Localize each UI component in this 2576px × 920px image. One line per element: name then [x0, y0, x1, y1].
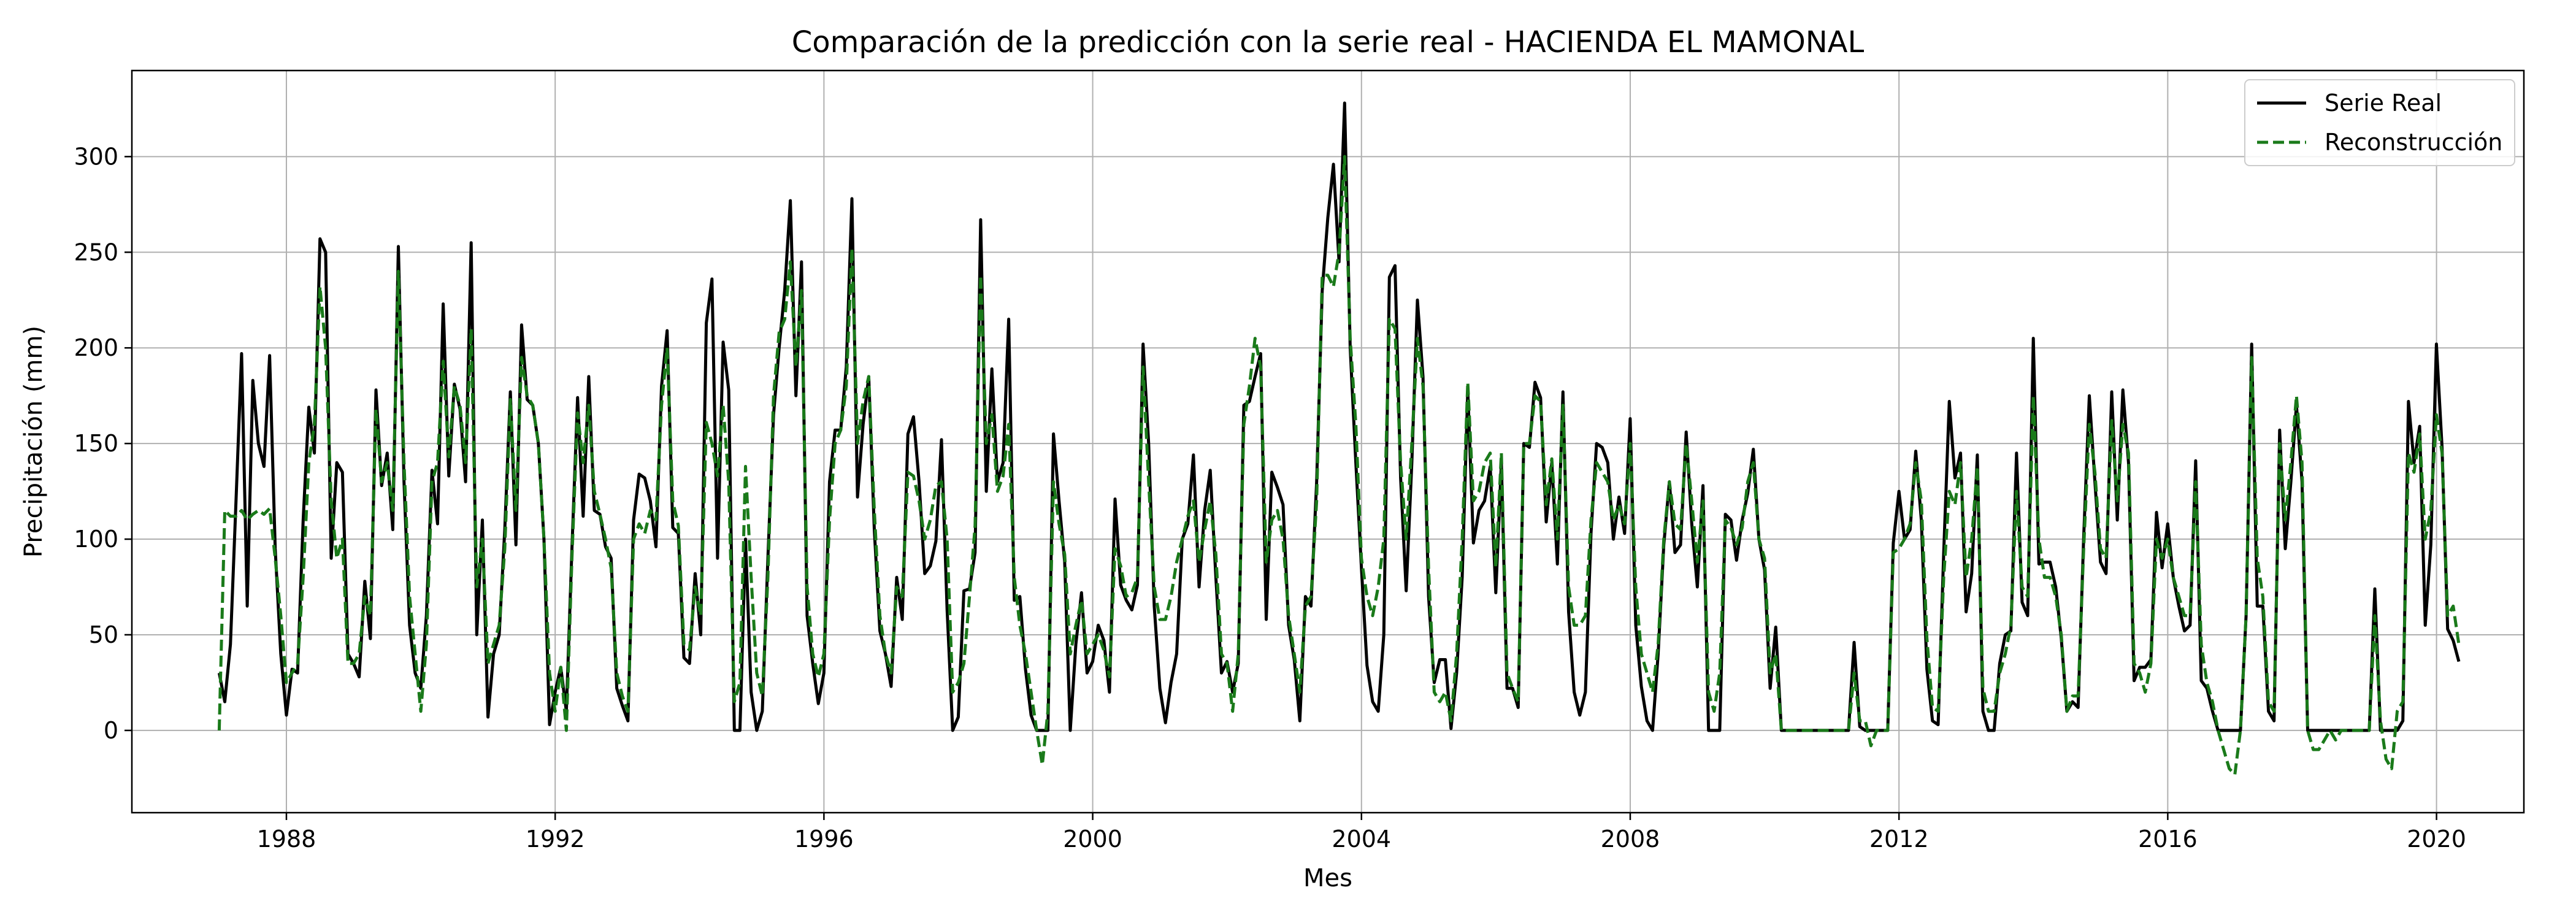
x-tick-label: 1992: [526, 826, 585, 853]
x-tick-label: 2004: [1332, 826, 1391, 853]
x-tick-label: 1996: [794, 826, 854, 853]
chart-title: Comparación de la predicción con la seri…: [792, 25, 1865, 59]
y-tick-label: 200: [74, 334, 118, 361]
series-lines: [217, 101, 2461, 776]
legend-label-serie-real: Serie Real: [2325, 90, 2442, 117]
y-tick-label: 100: [74, 526, 118, 553]
plot-frame: [131, 69, 2525, 814]
legend: Serie Real Reconstrucción: [2244, 79, 2515, 166]
y-tick-label: 250: [74, 239, 118, 266]
x-axis-title: Mes: [1303, 864, 1352, 892]
legend-box: [2244, 79, 2515, 166]
y-tick-label: 50: [89, 621, 118, 648]
axis-ticks: 1988 1992 1996 2000 2004 2008 2012 2016 2020 0 50 1…: [74, 143, 2466, 853]
y-tick-label: 150: [74, 430, 118, 457]
x-tick-label: 1988: [257, 826, 316, 853]
series-line-reconstruccion: [217, 155, 2461, 776]
y-tick-label: 300: [74, 143, 118, 170]
x-tick-label: 2000: [1063, 826, 1122, 853]
grid-lines: [132, 71, 2524, 813]
x-tick-label: 2008: [1601, 826, 1660, 853]
x-tick-label: 2016: [2138, 826, 2198, 853]
x-tick-label: 2012: [1869, 826, 1929, 853]
y-axis-title: Precipitación (mm): [20, 326, 48, 558]
y-tick-label: 0: [104, 717, 118, 744]
legend-label-reconstruccion: Reconstrucción: [2325, 129, 2502, 156]
x-tick-label: 2020: [2407, 826, 2466, 853]
